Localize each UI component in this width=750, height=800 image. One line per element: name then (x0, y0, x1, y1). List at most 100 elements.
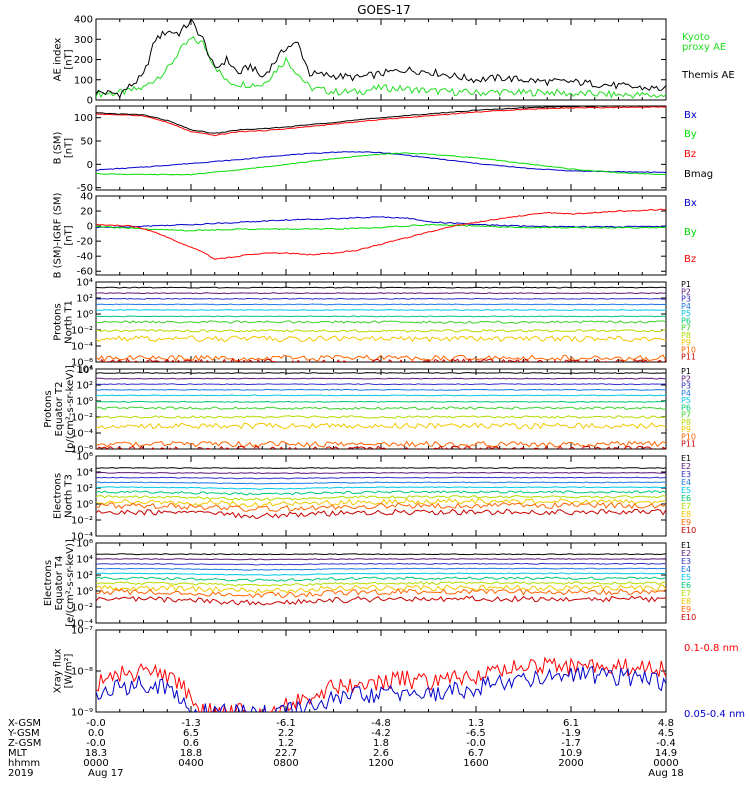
y-tick-label: 10⁻⁹ (71, 708, 93, 719)
legend-label: E6 (681, 494, 691, 503)
series-line-by (96, 152, 666, 176)
y-tick-label: 10⁶ (78, 366, 93, 376)
series-line-themis-ae (96, 19, 666, 99)
legend-label: P5 (681, 309, 691, 318)
series-line-0-05-0-4-nm (96, 665, 666, 712)
legend-label: E8 (681, 597, 691, 606)
y-tick-label: 0 (87, 96, 93, 107)
channel-line-e8 (96, 584, 666, 594)
y-tick-label: -60 (77, 267, 93, 278)
y-tick-label: 10² (76, 484, 93, 495)
y-tick-label: 10⁻⁴ (71, 342, 93, 353)
y-tick-label: 10⁻² (71, 413, 93, 424)
series-line-bx (96, 216, 666, 229)
legend-label: Bmag (684, 169, 713, 180)
ephemeris-value: 14.9 (655, 748, 677, 759)
plot-area (96, 106, 666, 176)
ephemeris-value: 4.8 (658, 718, 674, 729)
channel-line-e7 (96, 494, 666, 501)
legend-label: P6 (681, 316, 691, 325)
series-line-by (96, 223, 666, 232)
ephemeris-row-label: 2019 (8, 768, 33, 779)
legend-label: P9 (681, 338, 691, 347)
legend-label: P3 (681, 382, 691, 391)
y-tick-label: 10⁻⁴ (71, 429, 93, 440)
legend-label: E7 (681, 502, 691, 511)
legend-label: P2 (681, 374, 691, 383)
panel-frame (95, 18, 667, 101)
ephemeris-value: 0.6 (183, 738, 199, 749)
legend-label: proxy AE (682, 42, 726, 53)
legend-label: P2 (681, 287, 691, 296)
panel-frame (95, 629, 667, 713)
ephemeris-row-label: X-GSM (8, 718, 41, 729)
ephemeris-value: -1.7 (561, 738, 581, 749)
y-tick-label: 50 (80, 137, 93, 148)
ephemeris-table: X-GSMY-GSMZ-GSMMLThhmm2019-0.00.0-0.018.… (7, 718, 684, 779)
legend-label: P3 (681, 295, 691, 304)
ephemeris-value: 10.9 (560, 748, 582, 759)
y-axis-label: Xray flux (53, 649, 64, 694)
plot-area (96, 286, 666, 362)
y-tick-label: 200 (74, 55, 93, 66)
y-tick-label: -40 (77, 252, 93, 263)
panel-8: 10⁻⁷ 10⁻⁸ 10⁻⁹ Xray flux [W/m²] 0.1-0.8 nm 0.0… (53, 626, 746, 721)
ephemeris-value: 0400 (178, 758, 203, 769)
channel-line-p7 (96, 320, 666, 324)
plot-area (96, 208, 666, 260)
legend: Bx By Bz (684, 198, 697, 265)
y-tick-label: 400 (74, 15, 93, 26)
y-axis-label: [nT] (64, 225, 75, 245)
y-tick-label: 10⁶ (76, 452, 93, 463)
ephemeris-value: 6.7 (468, 748, 484, 759)
series-line-kyoto-proxy-ae (96, 36, 666, 99)
channel-line-e3 (96, 562, 666, 566)
ephemeris-value: 0000 (83, 758, 108, 769)
channel-line-p10 (96, 354, 666, 362)
y-tick-label: 10² (76, 294, 93, 305)
legend-label: Themis AE (681, 70, 735, 81)
ephemeris-value: Aug 17 (88, 768, 123, 779)
legend-label: E10 (681, 613, 696, 622)
ephemeris-value: Aug 18 (648, 768, 683, 779)
legend-label: E7 (681, 589, 691, 598)
y-tick-label: 100 (74, 75, 93, 86)
y-axis-label: Equator T4 (54, 556, 65, 611)
y-tick-label: 10² (76, 571, 93, 582)
legend-label: E1 (681, 541, 691, 550)
channel-line-p11 (97, 445, 666, 449)
ephemeris-row-label: Y-GSM (7, 728, 40, 739)
channel-line-e2 (96, 558, 666, 561)
y-tick-label: 10⁰ (76, 587, 93, 598)
y-tick-label: 10⁻² (71, 326, 93, 337)
channel-line-p6 (96, 315, 666, 318)
legend-label: P7 (681, 324, 691, 333)
legend-label: Bz (684, 254, 696, 265)
ephemeris-value: -4.2 (371, 728, 391, 739)
ephemeris-value: 18.3 (85, 748, 107, 759)
y-tick-label: 40 (80, 192, 93, 203)
legend-label: By (684, 227, 697, 238)
channel-line-e10 (96, 508, 666, 519)
plot-area (96, 19, 666, 99)
plot-area (96, 372, 666, 449)
legend-label: E1 (681, 454, 691, 463)
y-axis-label: Electrons (43, 560, 54, 606)
ephemeris-value: 0000 (653, 758, 678, 769)
channel-line-e6 (96, 490, 666, 496)
ephemeris-row-label: Z-GSM (8, 738, 41, 749)
y-axis-label: Electrons (53, 473, 64, 519)
ephemeris-value: -6.1 (276, 718, 296, 729)
plot-area (96, 467, 666, 519)
plot-title: GOES-17 (357, 3, 411, 17)
channel-line-e5 (96, 486, 666, 490)
ephemeris-value: 0.0 (88, 728, 104, 739)
y-tick-label: 10⁶ (76, 539, 93, 550)
y-tick-label: 10⁴ (76, 468, 93, 479)
y-axis-label: Protons (43, 390, 54, 427)
y-tick-label: 10⁻² (71, 603, 93, 614)
legend-label: P11 (681, 440, 696, 449)
